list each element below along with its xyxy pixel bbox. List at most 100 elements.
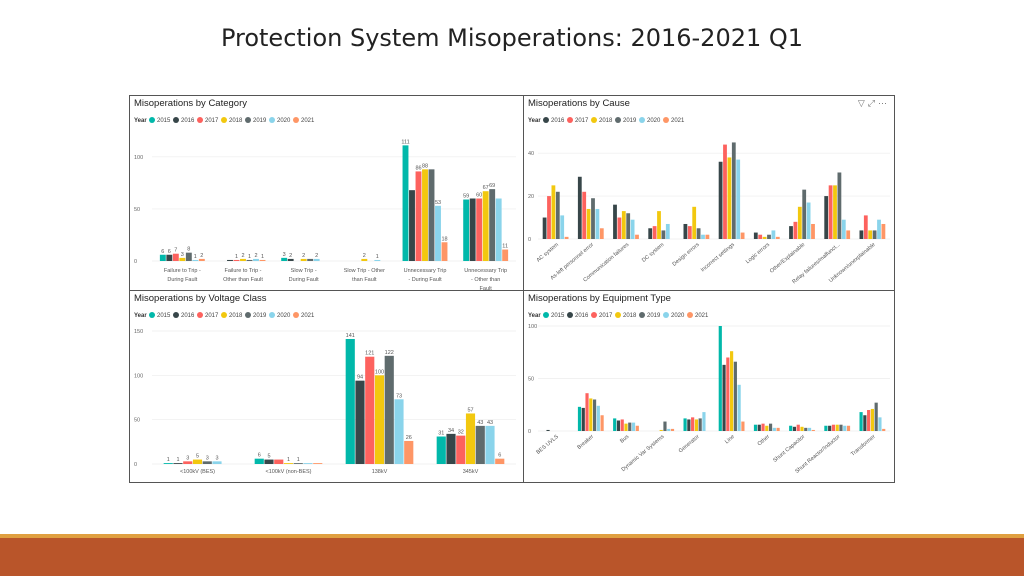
bar-equipment-other-2018 xyxy=(765,425,769,431)
data-label-category-0-2016: 6 xyxy=(168,249,171,255)
bar-cause-other-explainable-2016 xyxy=(789,226,793,239)
x-label-category-4-line-0: Unnecessary Trip xyxy=(404,268,447,274)
bar-category-unnecessary-trip-during-fault-2021 xyxy=(441,242,448,261)
legend-label-equipment-2017: 2017 xyxy=(599,313,613,319)
bar-equipment-dynamic-var-systems-2020 xyxy=(667,428,671,431)
bar-voltage--100kv-non-bes--2020 xyxy=(303,463,313,464)
more-options-icon[interactable]: ⋯ xyxy=(878,98,890,108)
bar-category-failure-to-trip-other-than-fault-2020 xyxy=(253,258,259,261)
filter-icon[interactable]: ▽ xyxy=(857,98,868,108)
legend-marker-cause-2019 xyxy=(615,117,621,123)
bar-cause-incorrect-settings-2017 xyxy=(723,144,727,239)
bar-voltage-138kv-2019 xyxy=(384,355,394,464)
chart-panel-cause[interactable]: Misoperations by Cause ▽⤢⋯ Year 2016 2017 2… xyxy=(523,95,895,291)
visual-toolbar: ▽⤢⋯ xyxy=(858,98,890,109)
bar-equipment-shunt-capacitor-2016 xyxy=(792,426,797,431)
chart-panel-equipment[interactable]: Misoperations by Equipment Type Year 2015… xyxy=(523,290,895,483)
bar-category-failure-to-trip-other-than-fault-2016 xyxy=(227,259,233,261)
y-tick-voltage-50: 50 xyxy=(134,418,140,424)
bar-cause-unknown-unexplainable-2017 xyxy=(863,215,868,239)
bar-category-failure-to-trip-during-fault-2015 xyxy=(159,254,166,261)
y-tick-cause-40: 40 xyxy=(528,151,534,157)
bar-category-unnecessary-trip-during-fault-2020 xyxy=(435,205,441,261)
x-label-equipment-1: Breaker xyxy=(576,434,595,451)
bar-equipment-generator-2018 xyxy=(694,419,698,431)
bar-equipment-transformer-2021 xyxy=(882,428,886,431)
bar-category-failure-to-trip-during-fault-2020 xyxy=(192,259,199,261)
legend-marker-category-2015 xyxy=(149,117,155,123)
legend-label-equipment-2020: 2020 xyxy=(671,313,685,319)
data-label-voltage-3-2017: 32 xyxy=(458,430,464,436)
legend-marker-voltage-2020 xyxy=(269,312,275,318)
legend-marker-category-2020 xyxy=(269,117,275,123)
legend-marker-cause-2016 xyxy=(543,117,549,123)
legend-label-category-2016: 2016 xyxy=(181,118,195,124)
bar-cause-incorrect-settings-2020 xyxy=(736,159,741,239)
bar-cause-other-explainable-2017 xyxy=(793,221,798,239)
data-label-category-2-2018: 2 xyxy=(302,253,305,259)
bar-cause-communication-failures-2021 xyxy=(635,234,639,239)
y-tick-category-100: 100 xyxy=(134,155,143,161)
data-label-category-5-2019: 69 xyxy=(489,183,495,189)
bar-category-unnecessary-trip-other-than-fault-2019 xyxy=(489,189,496,261)
y-tick-category-50: 50 xyxy=(134,207,140,213)
bar-cause-ac-system-2020 xyxy=(560,215,565,239)
bar-cause-logic-errors-2017 xyxy=(758,234,763,239)
bar-equipment-transformer-2017 xyxy=(867,410,871,431)
data-label-category-3-2020: 1 xyxy=(376,254,379,260)
bar-equipment-transformer-2019 xyxy=(874,402,878,431)
expand-icon[interactable]: ⤢ xyxy=(867,98,878,108)
bar-category-failure-to-trip-during-fault-2018 xyxy=(179,257,186,261)
data-label-voltage-3-2020: 43 xyxy=(487,420,493,426)
bar-cause-incorrect-settings-2019 xyxy=(731,142,736,239)
bar-cause-as-left-personnel-error-2017 xyxy=(582,191,587,239)
bar-equipment-dynamic-var-systems-2019 xyxy=(663,421,667,431)
bar-voltage-138kv-2015 xyxy=(345,338,355,464)
x-label-category-0-line-1: During Fault xyxy=(167,277,197,283)
bar-equipment-other-2020 xyxy=(772,427,776,431)
bar-category-unnecessary-trip-during-fault-2017 xyxy=(415,171,422,261)
bar-equipment-other-2016 xyxy=(757,424,761,431)
legend-label-cause-2017: 2017 xyxy=(575,118,589,124)
bar-category-slow-trip-during-fault-2018 xyxy=(300,258,307,261)
bar-equipment-line-2016 xyxy=(722,364,726,431)
x-label-voltage-0: <100kV (BES) xyxy=(180,469,215,475)
bar-category-failure-to-trip-during-fault-2019 xyxy=(185,252,192,261)
legend-marker-equipment-2015 xyxy=(543,312,549,318)
legend-marker-equipment-2019 xyxy=(639,312,645,318)
chart-title-cause: Misoperations by Cause xyxy=(528,98,630,109)
x-label-equipment-2: Bus xyxy=(619,434,630,445)
bar-cause-communication-failures-2018 xyxy=(621,211,626,239)
data-label-category-4-2018: 88 xyxy=(422,163,428,169)
chart-panel-voltage[interactable]: Misoperations by Voltage Class Year 2015 2… xyxy=(129,290,524,483)
bar-voltage-345kv-2016 xyxy=(446,433,456,464)
bar-cause-ac-system-2019 xyxy=(555,191,560,239)
x-label-voltage-2: 138kV xyxy=(372,469,388,475)
bar-equipment-shunt-capacitor-2015 xyxy=(789,425,793,431)
data-label-voltage-2-2020: 73 xyxy=(396,393,402,399)
x-label-cause-5: Incorrect settings xyxy=(700,242,736,274)
data-label-voltage-2-2018: 100 xyxy=(375,369,384,375)
bar-equipment-bus-2020 xyxy=(631,422,636,431)
bar-equipment-breaker-2017 xyxy=(585,393,589,431)
bar-cause-unknown-unexplainable-2016 xyxy=(859,230,864,239)
bar-equipment-breaker-2016 xyxy=(581,407,585,431)
bar-voltage--100kv-bes--2019 xyxy=(202,461,212,464)
bar-voltage-138kv-2017 xyxy=(365,356,375,464)
chart-panel-category[interactable]: Misoperations by Category Year 2015 2016 20… xyxy=(129,95,524,291)
bar-category-unnecessary-trip-other-than-fault-2018 xyxy=(482,191,489,261)
bar-equipment-line-2019 xyxy=(733,361,737,431)
bar-cause-communication-failures-2016 xyxy=(613,204,617,239)
y-tick-voltage-100: 100 xyxy=(134,373,143,379)
legend-label-voltage-2015: 2015 xyxy=(157,313,171,319)
legend-label-voltage-2021: 2021 xyxy=(301,313,315,319)
legend-label-voltage-2018: 2018 xyxy=(229,313,243,319)
bar-equipment-transformer-2016 xyxy=(863,415,867,431)
bar-cause-logic-errors-2016 xyxy=(753,232,758,239)
bar-equipment-breaker-2020 xyxy=(596,405,600,431)
bar-cause-unknown-unexplainable-2019 xyxy=(872,230,877,239)
x-label-equipment-0: BES UVLS xyxy=(535,434,560,456)
bar-cause-logic-errors-2021 xyxy=(775,236,780,239)
data-label-category-1-2020: 2 xyxy=(254,253,257,259)
legend-label-voltage-2019: 2019 xyxy=(253,313,267,319)
